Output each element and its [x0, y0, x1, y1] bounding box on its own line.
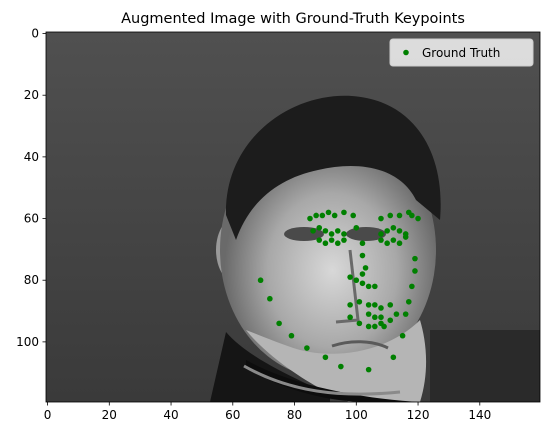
y-tick-label: 40 — [24, 150, 39, 164]
x-tick-label: 20 — [102, 408, 117, 422]
keypoint-marker — [387, 302, 394, 308]
keypoint-marker — [378, 305, 384, 311]
keypoint-marker — [405, 298, 412, 305]
keypoint-marker — [257, 277, 264, 284]
keypoint-marker — [393, 311, 400, 317]
keypoint-marker — [341, 231, 347, 237]
keypoint-marker — [307, 215, 313, 222]
keypoint-marker — [341, 237, 347, 243]
keypoint-marker — [313, 212, 319, 219]
keypoint-marker — [338, 363, 344, 370]
keypoint-marker — [353, 224, 360, 231]
keypoint-marker — [387, 317, 394, 324]
y-tick-label: 0 — [31, 27, 39, 41]
keypoint-marker — [353, 277, 360, 284]
keypoint-marker — [365, 311, 372, 317]
legend-box — [389, 38, 534, 67]
keypoint-marker — [378, 237, 384, 243]
y-tick-label: 20 — [24, 88, 39, 102]
keypoint-marker — [387, 212, 394, 219]
legend-label-ground-truth: Ground Truth — [422, 46, 500, 60]
keypoint-marker — [322, 354, 329, 361]
keypoint-marker — [347, 314, 353, 321]
keypoint-marker — [390, 224, 397, 231]
keypoint-marker — [365, 283, 372, 290]
keypoint-marker — [322, 228, 329, 234]
keypoint-marker — [365, 366, 372, 373]
face-photo — [46, 32, 540, 402]
keypoints-series — [257, 209, 421, 373]
x-tick-label: 100 — [345, 408, 368, 422]
x-tick-label: 40 — [163, 408, 178, 422]
keypoint-marker — [359, 271, 366, 277]
chart-title: Augmented Image with Ground-Truth Keypoi… — [121, 11, 465, 27]
keypoint-marker — [372, 283, 378, 290]
keypoint-marker — [372, 323, 378, 330]
x-tick-label: 120 — [407, 408, 430, 422]
x-tick-label: 80 — [287, 408, 302, 422]
keypoint-marker — [356, 298, 363, 305]
keypoint-marker — [365, 323, 372, 330]
keypoint-marker — [304, 345, 310, 351]
keypoint-marker — [396, 240, 403, 247]
keypoint-marker — [316, 224, 323, 231]
keypoint-marker — [362, 265, 369, 271]
keypoint-marker — [347, 274, 353, 280]
legend: Ground Truth — [389, 38, 534, 67]
keypoint-marker — [415, 215, 421, 222]
keypoint-marker — [378, 231, 384, 237]
keypoint-marker — [402, 234, 409, 240]
keypoint-marker — [334, 240, 341, 247]
x-tick-label: 140 — [468, 408, 491, 422]
keypoint-marker — [267, 295, 273, 302]
keypoint-marker — [319, 212, 326, 219]
keypoint-marker — [359, 240, 366, 247]
keypoint-marker — [412, 255, 418, 262]
keypoint-marker — [322, 240, 329, 247]
plot-frame — [45, 31, 541, 403]
keypoint-marker — [276, 320, 282, 327]
y-tick-label: 80 — [24, 273, 39, 287]
keypoint-marker — [310, 228, 316, 234]
keypoint-marker — [384, 240, 390, 247]
legend-marker — [403, 49, 409, 56]
y-tick-label: 100 — [16, 335, 39, 349]
keypoint-marker — [334, 228, 341, 234]
y-tick-label: 60 — [24, 212, 39, 226]
keypoint-marker — [356, 320, 363, 327]
keypoint-marker — [328, 237, 335, 243]
keypoint-marker — [378, 314, 384, 321]
keypoint-marker — [381, 323, 387, 330]
keypoint-marker — [316, 237, 323, 243]
keypoint-marker — [359, 280, 366, 287]
keypoint-marker — [372, 314, 378, 321]
keypoint-marker — [372, 302, 378, 308]
keypoint-marker — [325, 209, 332, 216]
keypoint-marker — [288, 332, 295, 339]
x-tick-label: 60 — [225, 408, 240, 422]
keypoint-marker — [412, 268, 418, 274]
keypoint-marker — [341, 209, 347, 216]
keypoint-marker — [378, 215, 384, 222]
keypoint-marker — [390, 237, 397, 243]
keypoint-marker — [331, 212, 338, 219]
keypoint-marker — [409, 212, 415, 219]
keypoint-marker — [399, 332, 406, 339]
keypoint-marker — [347, 302, 353, 308]
keypoint-marker — [384, 228, 390, 234]
keypoint-marker — [409, 283, 415, 290]
x-axis: 0 20 40 60 80 100 120 140 — [44, 402, 491, 422]
keypoint-marker — [350, 212, 357, 219]
keypoint-marker — [396, 212, 403, 219]
keypoint-marker — [396, 228, 403, 234]
keypoint-marker — [328, 231, 335, 237]
x-tick-label: 0 — [44, 408, 52, 422]
keypoint-marker — [359, 252, 366, 259]
y-axis: 0 20 40 60 80 100 — [16, 27, 46, 349]
keypoint-marker — [390, 354, 397, 361]
keypoint-marker — [402, 311, 409, 317]
keypoint-marker — [365, 302, 372, 308]
